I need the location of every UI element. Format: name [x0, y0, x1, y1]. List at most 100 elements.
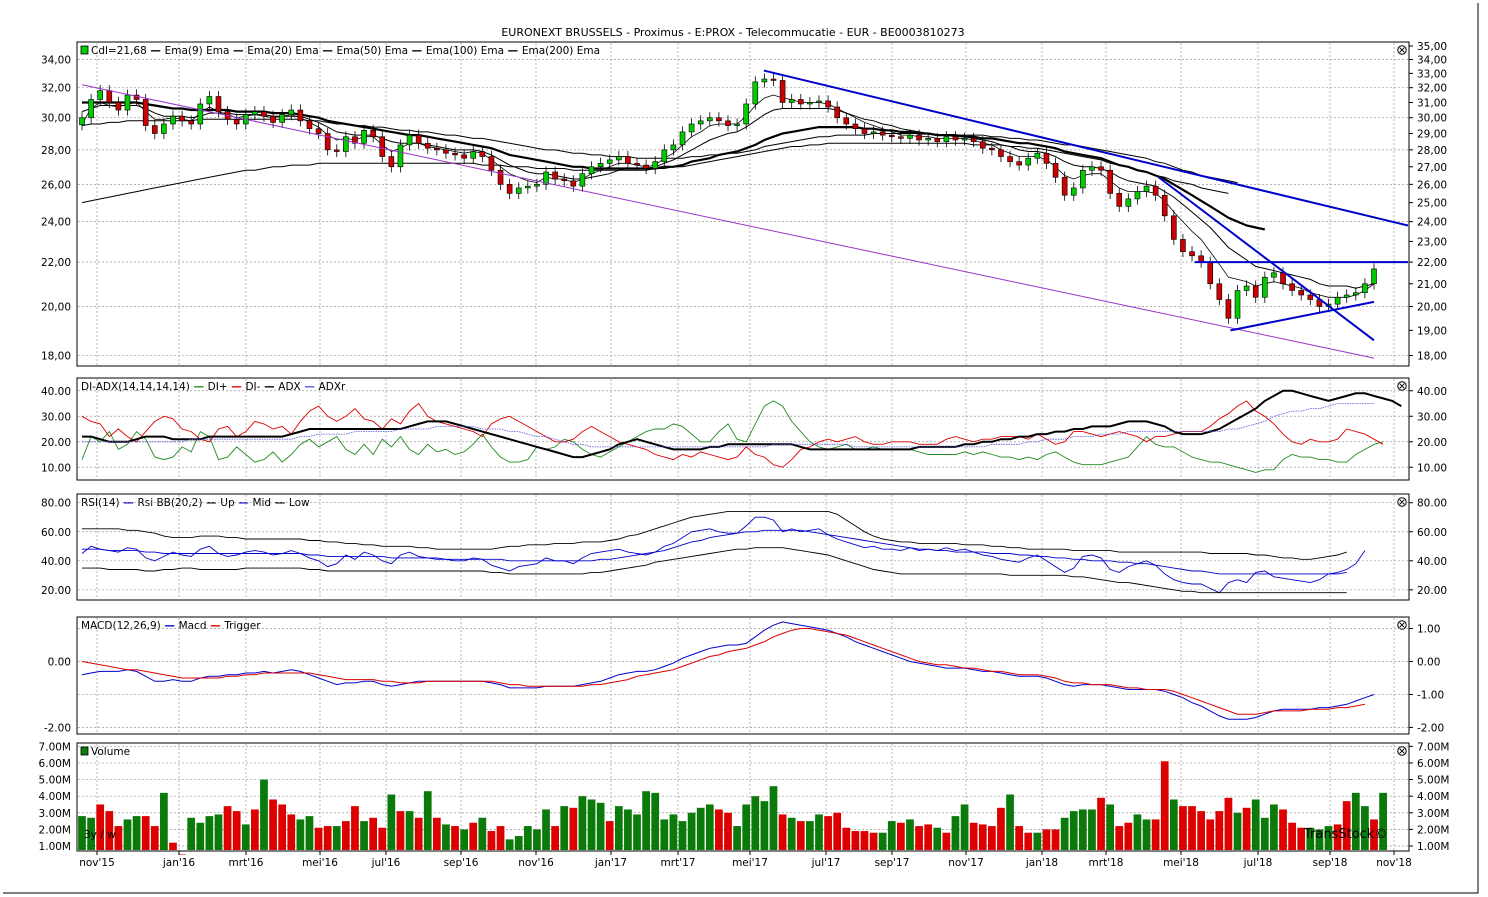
volume-bar — [1279, 809, 1287, 850]
price-candle — [233, 113, 240, 130]
macd-panel-frame — [76, 616, 1410, 735]
volume-bar — [241, 824, 250, 850]
price-candle — [1180, 233, 1186, 258]
price-candle — [688, 118, 695, 138]
price-candle — [388, 150, 395, 173]
x-axis-tick-label: nov'17 — [948, 857, 984, 869]
volume-bar — [624, 809, 632, 850]
price-candle — [1134, 186, 1141, 205]
volume-bar — [1033, 832, 1042, 850]
legend-volume-swatch — [80, 746, 89, 756]
price-candle — [1007, 150, 1013, 168]
price-panel-legend: Cdl=21,68 — Ema(9) Ema — Ema(20) Ema — E… — [91, 45, 600, 57]
volume-bar — [560, 806, 569, 850]
volume-bar — [569, 807, 578, 850]
price-ema50-line — [82, 101, 1266, 231]
price-candle — [834, 101, 840, 124]
volume-bar — [523, 826, 532, 850]
price-candle — [597, 157, 604, 173]
price-y-right-tick: 18,00 — [1417, 351, 1447, 363]
price-candle — [1343, 289, 1350, 303]
volume-bar — [1297, 827, 1306, 850]
volume-bar — [1270, 804, 1278, 850]
volume-bar — [205, 816, 214, 850]
price-candle — [1161, 189, 1168, 222]
price-panel-close-icon[interactable] — [1397, 45, 1407, 55]
price-candle — [406, 129, 413, 151]
volume-bar — [414, 817, 423, 850]
volume-bar — [1151, 819, 1160, 850]
macd-panel-y-right-tick: -1.00 — [1417, 689, 1444, 701]
price-candle — [843, 112, 850, 130]
volume-bar — [378, 827, 387, 850]
volume-bar — [1188, 806, 1196, 850]
volume-bar — [669, 814, 678, 850]
rsi-panel-y-left-tick: 20.00 — [41, 585, 71, 597]
price-candle — [124, 89, 131, 116]
volume-bar — [642, 791, 650, 850]
rsi-panel-series-low-line — [82, 547, 1347, 594]
price-candle — [1243, 280, 1250, 297]
price-candle — [961, 132, 968, 146]
price-candle — [415, 129, 422, 149]
price-candle — [588, 161, 595, 180]
volume-bar — [960, 804, 969, 850]
price-y-right-tick: 30,00 — [1417, 113, 1447, 125]
price-candle — [616, 150, 622, 166]
volume-bar — [778, 814, 787, 850]
price-candle — [452, 147, 458, 161]
price-candle — [443, 144, 449, 159]
volume-panel-close-icon[interactable] — [1397, 746, 1407, 756]
volume-bar — [187, 817, 196, 850]
dmi-panel-frame — [76, 377, 1410, 481]
volume-bar — [760, 801, 769, 850]
volume-bar — [351, 806, 359, 850]
volume-bar — [114, 826, 123, 850]
price-candle — [142, 93, 149, 132]
rsi-panel-close-icon[interactable] — [1397, 497, 1407, 507]
price-y-left-tick: 18,00 — [41, 351, 71, 363]
price-candle — [497, 164, 504, 190]
volume-bar — [1370, 819, 1378, 850]
volume-bar — [1361, 806, 1369, 850]
price-candle — [634, 157, 640, 171]
macd-panel-close-icon[interactable] — [1397, 620, 1407, 630]
price-candle — [625, 150, 631, 169]
rsi-panel-y-left-tick: 40.00 — [41, 556, 71, 568]
volume-bar — [160, 792, 168, 850]
price-candle — [1025, 152, 1032, 171]
volume-bar — [432, 817, 441, 850]
volume-bar — [1324, 826, 1333, 850]
price-candle — [370, 124, 376, 143]
x-axis-tick-label: mrt'18 — [1089, 857, 1124, 869]
volume-bar — [887, 821, 896, 850]
volume-bar — [1379, 792, 1387, 850]
volume-bar — [906, 819, 914, 850]
dmi-panel-series-di--line — [81, 400, 1384, 468]
macd-panel: MACD(12,26,9) — Macd — Trigger 1.00 0.00 -1… — [44, 616, 1444, 735]
volume-bar — [1088, 809, 1096, 850]
volume-bar — [605, 821, 614, 850]
price-candle — [807, 96, 813, 110]
volume-bar — [442, 824, 450, 850]
dmi-panel-y-right-tick: 20.00 — [1417, 437, 1447, 449]
price-candle — [916, 129, 922, 146]
price-candle — [525, 180, 531, 194]
price-candle — [188, 115, 194, 130]
volume-y-left-tick: 1.00M — [39, 841, 71, 853]
macd-panel-y-left-tick: -2.00 — [44, 722, 71, 734]
price-candle — [333, 144, 340, 158]
price-candle — [261, 106, 267, 122]
volume-bar — [78, 816, 86, 850]
dmi-panel-close-icon[interactable] — [1397, 381, 1407, 391]
dmi-panel-y-right-tick: 40.00 — [1417, 386, 1447, 398]
macd-panel-series-trigger-line — [81, 628, 1365, 715]
volume-bar — [951, 816, 960, 850]
price-y-left-tick: 34,00 — [41, 54, 71, 66]
volume-bar — [651, 792, 660, 850]
price-y-right-tick: 23,00 — [1417, 236, 1447, 248]
x-axis-tick-label: nov'16 — [518, 857, 554, 869]
volume-bar — [1351, 792, 1360, 850]
price-trendline — [1230, 300, 1375, 332]
volume-bar — [323, 826, 332, 850]
